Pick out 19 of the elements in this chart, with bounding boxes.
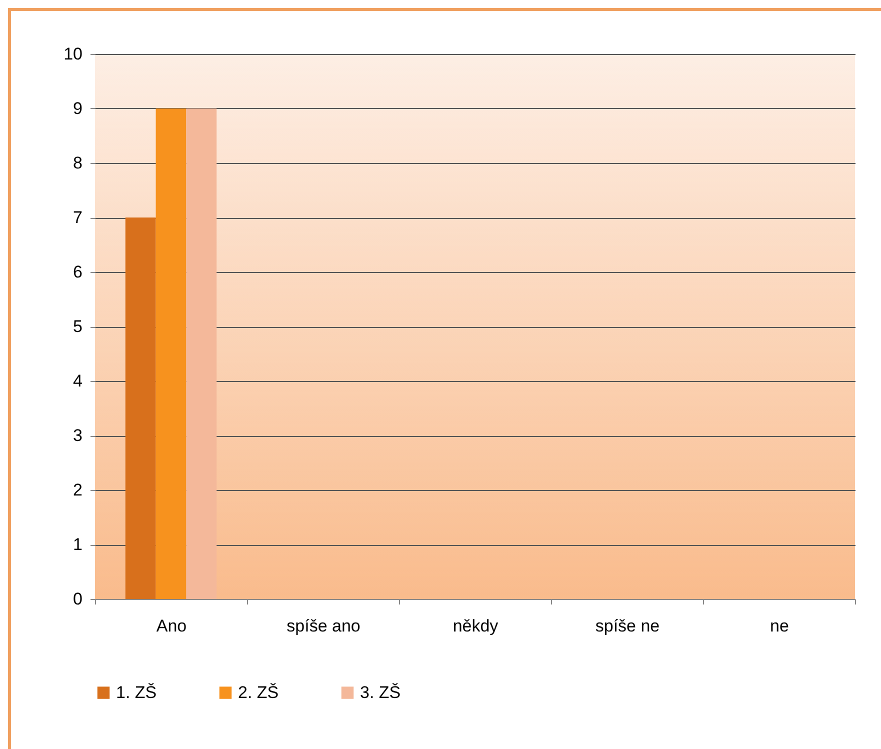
- legend-label: 1. ZŠ: [116, 682, 157, 702]
- x-tick-label: Ano: [156, 616, 187, 636]
- y-tick-label: 9: [73, 99, 82, 118]
- x-tick-label: spíše ano: [286, 616, 360, 636]
- x-tick-label: ne: [770, 616, 789, 636]
- x-tick-label: někdy: [452, 616, 499, 636]
- y-tick-label: 6: [73, 262, 82, 282]
- legend-label: 3. ZŠ: [360, 682, 401, 702]
- x-tick-label: spíše ne: [595, 616, 660, 636]
- y-tick-label: 4: [73, 372, 82, 390]
- y-tick-label: 0: [73, 590, 82, 608]
- y-tick-label: 7: [73, 208, 82, 227]
- y-tick-label: 8: [73, 154, 82, 172]
- y-tick-label: 1: [73, 535, 82, 554]
- legend-label: 2. ZŠ: [238, 682, 279, 702]
- y-tick-label: 2: [73, 480, 82, 500]
- y-tick-label: 3: [73, 426, 82, 445]
- y-tick-label: 5: [73, 317, 82, 336]
- y-tick-label: 10: [64, 44, 82, 64]
